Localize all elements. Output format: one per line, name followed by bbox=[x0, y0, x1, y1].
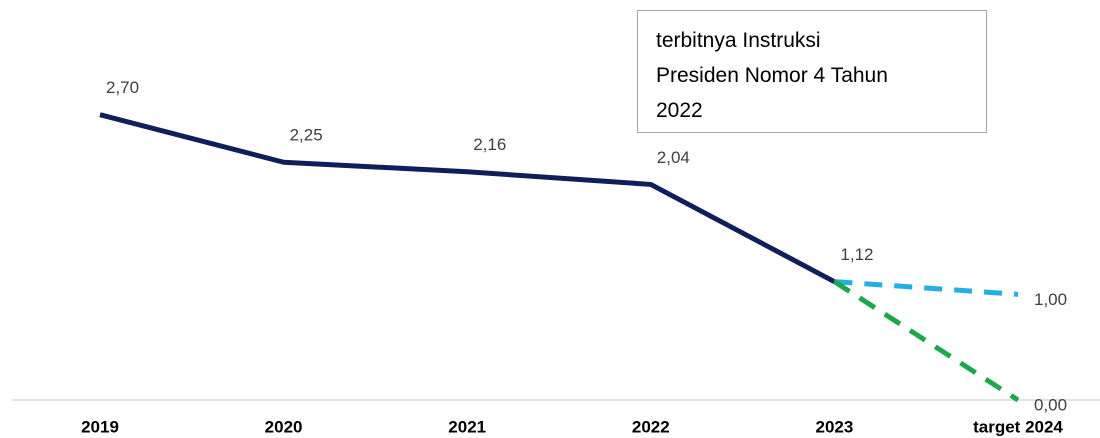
x-tick-label: 2022 bbox=[632, 417, 670, 436]
x-tick-label: 2023 bbox=[815, 417, 853, 436]
annotation-box: terbitnya Instruksi Presiden Nomor 4 Tahu… bbox=[637, 10, 987, 133]
data-label: 1,12 bbox=[840, 245, 873, 264]
data-label: 2,70 bbox=[106, 78, 139, 97]
data-label: 0,00 bbox=[1034, 395, 1067, 414]
series-line bbox=[99, 112, 836, 284]
annotation-line: Presiden Nomor 4 Tahun bbox=[656, 64, 888, 87]
x-tick-label: 2020 bbox=[265, 417, 303, 436]
x-tick-label: 2021 bbox=[448, 417, 486, 436]
data-label: 1,00 bbox=[1034, 290, 1067, 309]
data-label: 2,04 bbox=[657, 148, 690, 167]
x-tick-label: target 2024 bbox=[973, 417, 1063, 436]
annotation-line: terbitnya Instruksi bbox=[656, 29, 821, 52]
series-line bbox=[834, 279, 1019, 297]
annotation-line: 2022 bbox=[656, 99, 703, 122]
data-label: 2,16 bbox=[473, 135, 506, 154]
x-tick-label: 2019 bbox=[81, 417, 119, 436]
data-label: 2,25 bbox=[290, 126, 323, 145]
series-line bbox=[833, 279, 1020, 403]
